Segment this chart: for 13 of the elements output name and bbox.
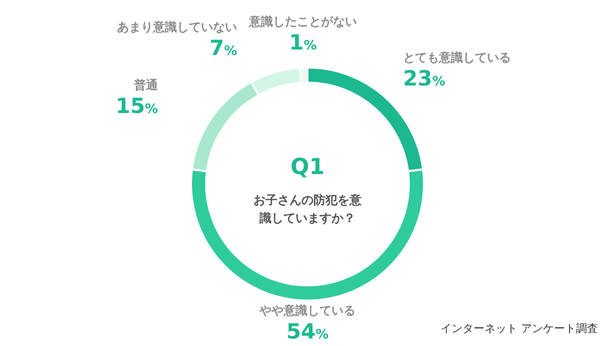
text: インターネット アンケート調査 bbox=[440, 322, 598, 335]
data-label: 7% bbox=[210, 36, 238, 60]
data-label: 1% bbox=[289, 30, 317, 55]
slice-label: やや意識している bbox=[258, 304, 356, 318]
text: Q1 bbox=[290, 155, 325, 180]
slice-label: あまり意識していない bbox=[117, 20, 238, 34]
slice-label: 普通 bbox=[132, 78, 159, 92]
slice-label: 意識したことがない bbox=[248, 14, 357, 29]
data-label: 54% bbox=[286, 320, 329, 344]
text: お子さんの防犯を意識していますか？ bbox=[254, 193, 362, 225]
data-label: 15% bbox=[116, 94, 158, 118]
data-label: 23% bbox=[403, 66, 446, 91]
slice-label: とても意識している bbox=[403, 50, 512, 65]
